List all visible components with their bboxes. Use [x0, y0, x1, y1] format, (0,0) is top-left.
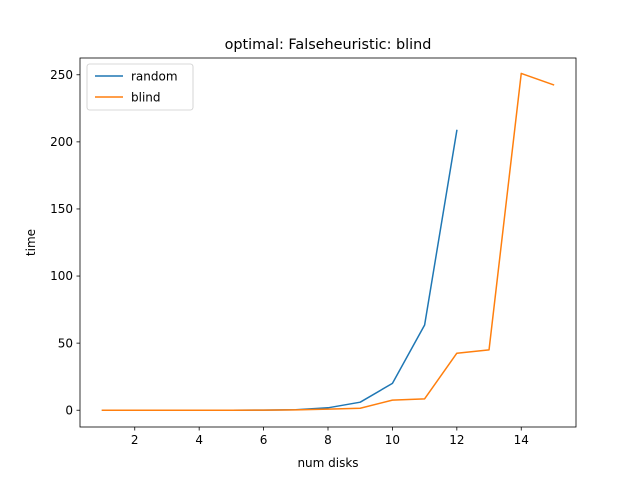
y-tick-label: 200 — [50, 135, 73, 149]
y-tick-label: 150 — [50, 202, 73, 216]
y-tick-label: 100 — [50, 269, 73, 283]
x-tick-label: 10 — [385, 433, 400, 447]
series-line-blind — [101, 72, 555, 411]
legend-label-random: random — [131, 69, 178, 83]
x-tick-label: 4 — [195, 433, 203, 447]
x-axis-label: num disks — [297, 456, 358, 470]
axis-ticks: 2 4 6 8 10 12 14 0 50 100 150 200 250 — [50, 68, 529, 447]
x-tick-label: 14 — [514, 433, 529, 447]
x-tick-label: 8 — [324, 433, 332, 447]
chart-title: optimal: Falseheuristic: blind — [225, 37, 432, 53]
y-axis-label: time — [24, 229, 38, 256]
legend-label-blind: blind — [131, 90, 161, 104]
y-tick-label: 250 — [50, 68, 73, 82]
x-tick-label: 6 — [260, 433, 268, 447]
legend: random blind — [86, 63, 194, 111]
x-tick-label: 2 — [131, 433, 139, 447]
y-tick-label: 50 — [58, 336, 73, 350]
x-tick-label: 12 — [449, 433, 464, 447]
y-tick-label: 0 — [65, 403, 73, 417]
plot-area — [101, 72, 555, 411]
